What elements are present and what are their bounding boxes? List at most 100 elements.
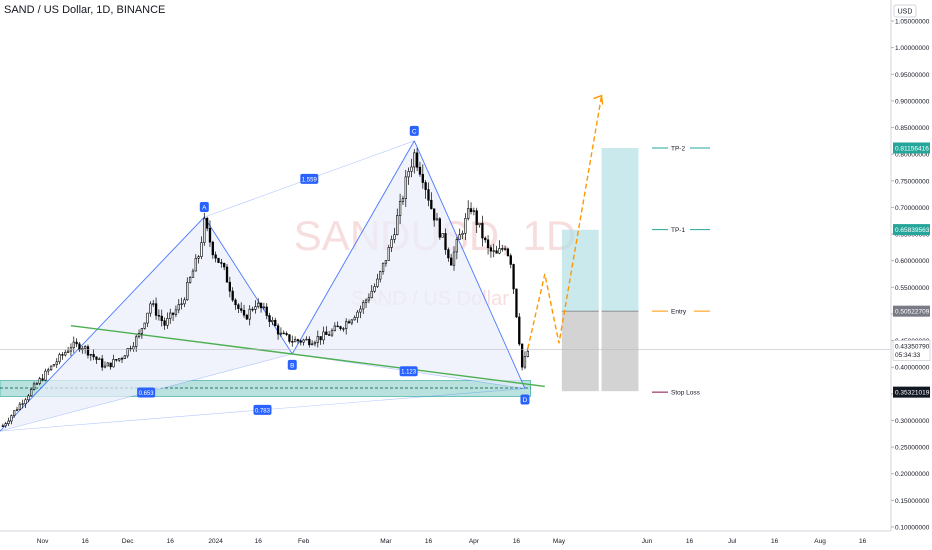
candle-body (410, 166, 413, 172)
candle-body (89, 354, 92, 356)
candle-body (41, 378, 44, 381)
candle-body (347, 321, 351, 324)
candle-body (313, 341, 317, 345)
candle-body (413, 152, 416, 168)
candle-body (254, 306, 257, 310)
time-tick-label: 16 (167, 538, 175, 545)
candle-body (262, 306, 266, 309)
candle-body (376, 278, 379, 287)
candle-body (469, 208, 473, 212)
price-tick-label: 0.80000000 (895, 152, 930, 159)
candle-body (404, 176, 407, 199)
candle-body (478, 222, 481, 226)
candle-body (467, 208, 470, 219)
candle-body (171, 312, 175, 315)
candle-body (523, 356, 527, 368)
ratio-badge-bg (253, 404, 272, 415)
candle-body (98, 358, 101, 360)
candle-body (214, 254, 217, 259)
candle-body (310, 343, 314, 346)
candle-body (501, 248, 504, 250)
level-label-bg-2 (668, 306, 694, 317)
time-tick-label: May (553, 538, 566, 545)
candle-body (518, 316, 521, 345)
candle-body (103, 365, 107, 368)
level-label-stop-loss: Stop Loss (671, 390, 701, 397)
time-tick-label: Aug (814, 538, 826, 545)
candle-body (464, 218, 467, 234)
candle-body (438, 218, 441, 238)
time-tick-label: Mar (380, 538, 392, 545)
candle-body (78, 343, 81, 351)
candle-body (381, 262, 385, 272)
price-tick-label: 0.55000000 (895, 285, 930, 292)
candle-body (135, 336, 138, 347)
level-label-tp-2: TP-2 (671, 145, 685, 152)
candle-body (302, 339, 305, 343)
price-badge-bg (893, 305, 930, 317)
candle-body (177, 304, 180, 311)
candle-body (305, 338, 308, 341)
candle-body (282, 332, 285, 335)
target-zone-1 (561, 229, 599, 312)
candle-body (126, 348, 129, 357)
candle-body (203, 218, 206, 243)
pattern-bcd-fill (292, 140, 525, 389)
ratio-badge-0.783: 0.783 (255, 408, 271, 414)
candle-body (333, 325, 336, 331)
point-label-c: C (412, 128, 417, 135)
time-tick-label: 16 (859, 538, 867, 545)
candle-body (299, 340, 302, 343)
time-tick-label: 16 (425, 538, 433, 545)
price-badge-bg (893, 386, 930, 398)
candle-body (421, 173, 424, 183)
time-tick-label: Jul (728, 538, 737, 545)
candle-body (526, 350, 529, 357)
candle-body (489, 247, 493, 252)
candle-body (415, 152, 419, 168)
price-tick-label: 0.15000000 (895, 498, 930, 505)
candle-body (430, 199, 433, 210)
candle-body (481, 222, 484, 239)
candle-body (401, 198, 405, 202)
candle-body (240, 308, 243, 311)
candle-body (47, 369, 50, 372)
time-tick-label: Jun (642, 538, 653, 545)
candle-body (72, 341, 75, 349)
price-tick-label: 0.60000000 (895, 258, 930, 265)
candle-body (461, 232, 464, 236)
candle-body (38, 378, 41, 384)
point-badge-bg (199, 202, 209, 213)
candle-body (393, 234, 396, 240)
candle-body (330, 330, 334, 336)
candle-body (154, 303, 158, 316)
candle-body (55, 361, 58, 365)
price-badge: 0.65839563 (895, 227, 930, 234)
price-tick-label: 0.40000000 (895, 365, 930, 372)
candle-body (475, 210, 478, 226)
candle-body (248, 308, 251, 320)
candle-body (197, 256, 200, 259)
candle-body (205, 218, 209, 229)
candle-body (515, 288, 518, 318)
candle-body (484, 237, 487, 241)
candle-body (18, 403, 22, 410)
candle-body (353, 317, 356, 321)
candle-body (450, 257, 453, 266)
candle-body (169, 312, 172, 319)
candle-body (66, 350, 70, 353)
level-label-bg-1 (668, 224, 690, 235)
candle-body (345, 321, 348, 329)
candle-body (211, 241, 214, 256)
candle-body (163, 320, 166, 326)
candle-body (398, 201, 402, 216)
candle-body (21, 403, 24, 405)
time-tick-label: Nov (37, 538, 49, 545)
candle-body (336, 325, 339, 328)
candle-body (149, 303, 152, 314)
time-tick-label: 16 (82, 538, 90, 545)
currency-button[interactable] (893, 4, 917, 18)
price-tick-label: 0.95000000 (895, 72, 930, 79)
candle-body (452, 251, 456, 266)
